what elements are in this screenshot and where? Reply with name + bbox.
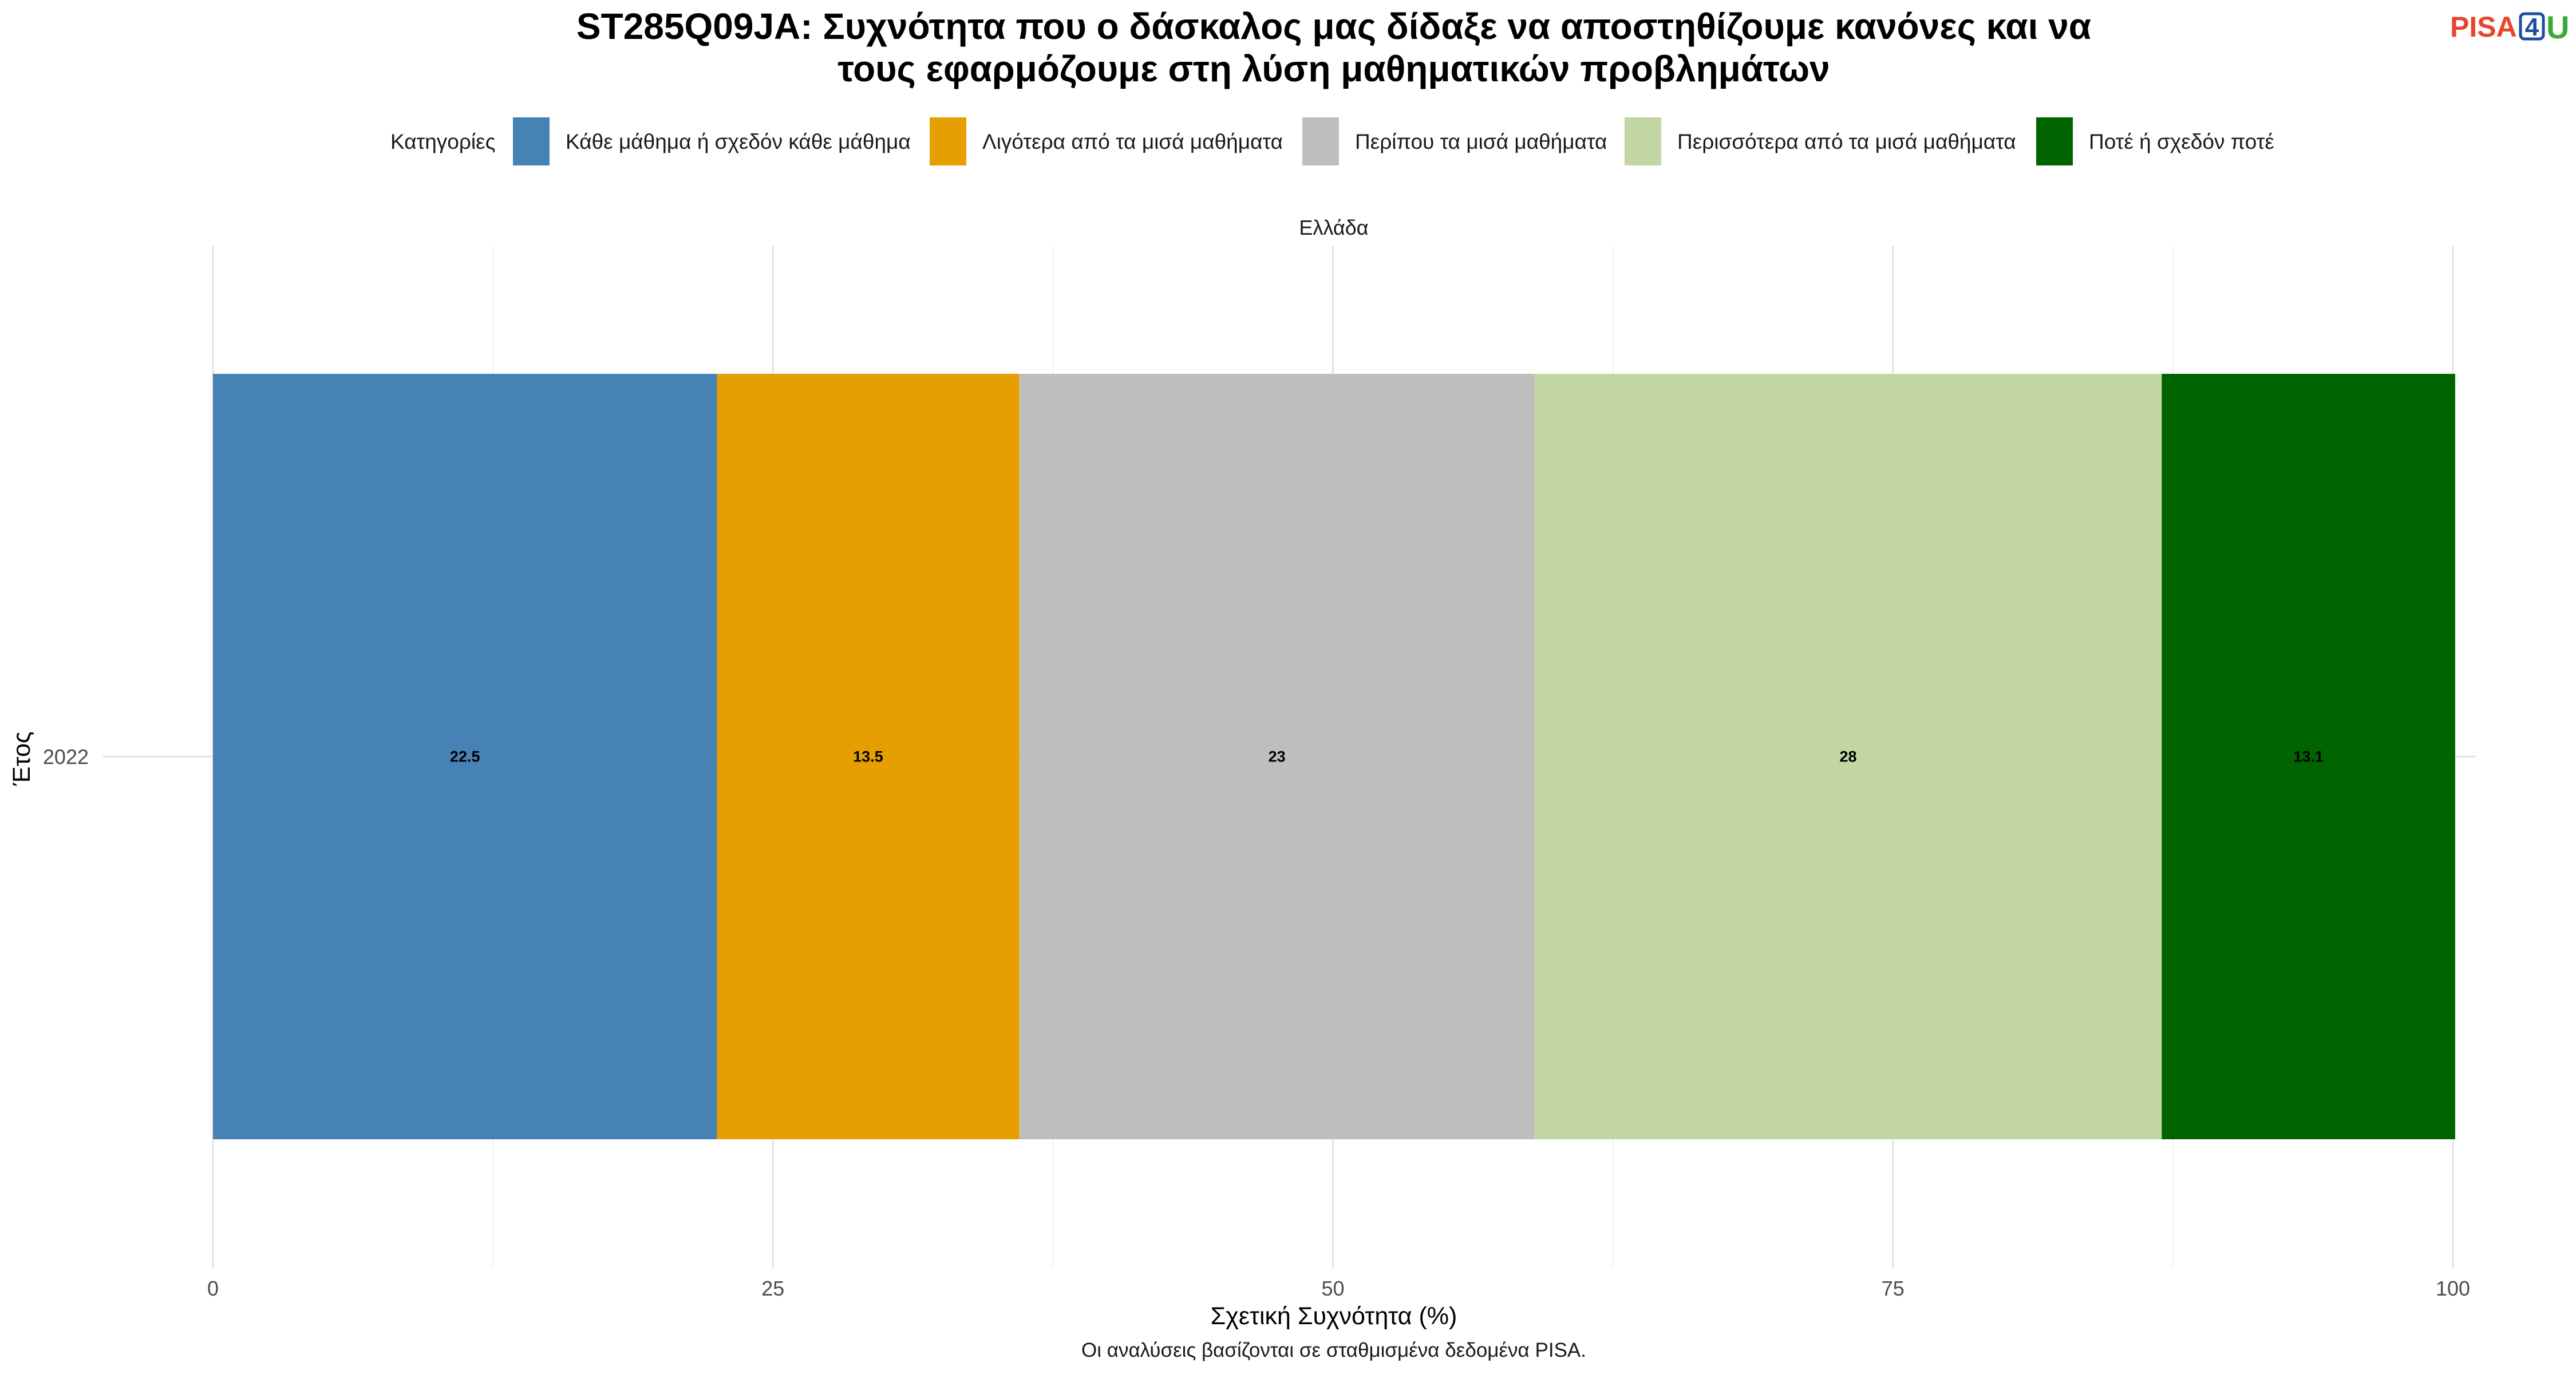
x-tick-label: 25 xyxy=(761,1277,784,1300)
x-axis-title: Σχετική Συχνότητα (%) xyxy=(1211,1302,1457,1330)
legend-label-1: Κάθε μάθημα ή σχεδόν κάθε μάθημα xyxy=(566,130,911,153)
bar-value-label-3: 23 xyxy=(1269,748,1286,765)
pisa4u-logo: PISA 4 U xyxy=(2450,9,2569,45)
legend-key-2 xyxy=(930,117,966,165)
y-axis-ticks: 2022 xyxy=(43,745,89,769)
x-tick-label: 0 xyxy=(207,1277,219,1300)
legend-label-4: Περισσότερα από τα μισά μαθήματα xyxy=(1677,130,2016,153)
bar-segment-2 xyxy=(717,374,1020,1139)
legend-title: Κατηγορίες xyxy=(390,130,495,153)
legend-key-1 xyxy=(513,117,550,165)
legend-key-3 xyxy=(1302,117,1339,165)
x-tick-label: 75 xyxy=(1882,1277,1905,1300)
legend: Κατηγορίες Κάθε μάθημα ή σχεδόν κάθε μάθ… xyxy=(390,117,2274,165)
legend-label-2: Λιγότερα από τα μισά μαθήματα xyxy=(982,130,1283,153)
chart-title-line-1: ST285Q09JA: Συχνότητα που ο δάσκαλος μας… xyxy=(576,6,2091,47)
caption: Οι αναλύσεις βασίζονται σε σταθμισμένα δ… xyxy=(1081,1339,1586,1361)
legend-label-5: Ποτέ ή σχεδόν ποτέ xyxy=(2089,130,2274,153)
bar-segment-4 xyxy=(1534,374,2162,1139)
bar-value-label-4: 28 xyxy=(1839,748,1856,765)
x-axis-ticks: 0 25 50 75 100 xyxy=(207,1277,2470,1300)
bar-labels: 22.5 13.5 23 28 13.1 xyxy=(450,748,2324,765)
logo-four-text: 4 xyxy=(2525,13,2539,41)
x-tick-label: 100 xyxy=(2436,1277,2470,1300)
chart-title-line-2: τους εφαρμόζουμε στη λύση μαθηματικών πρ… xyxy=(837,48,1830,89)
y-tick-label: 2022 xyxy=(43,745,89,769)
logo-four-box xyxy=(2519,12,2545,41)
facet-label: Ελλάδα xyxy=(1299,216,1368,239)
legend-key-5 xyxy=(2036,117,2073,165)
legend-key-4 xyxy=(1625,117,1661,165)
logo-pisa-text: PISA xyxy=(2450,11,2517,43)
bar-value-label-1: 22.5 xyxy=(450,748,480,765)
bars xyxy=(213,374,2455,1139)
bar-segment-5 xyxy=(2162,374,2455,1139)
x-tick-label: 50 xyxy=(1321,1277,1344,1300)
bar-segment-3 xyxy=(1019,374,1535,1139)
bar-segment-1 xyxy=(213,374,717,1139)
bar-value-label-2: 13.5 xyxy=(853,748,883,765)
legend-label-3: Περίπου τα μισά μαθήματα xyxy=(1355,130,1607,153)
logo-u-text: U xyxy=(2546,9,2569,45)
bar-value-label-5: 13.1 xyxy=(2293,748,2324,765)
y-axis-title: Έτος xyxy=(8,732,35,787)
